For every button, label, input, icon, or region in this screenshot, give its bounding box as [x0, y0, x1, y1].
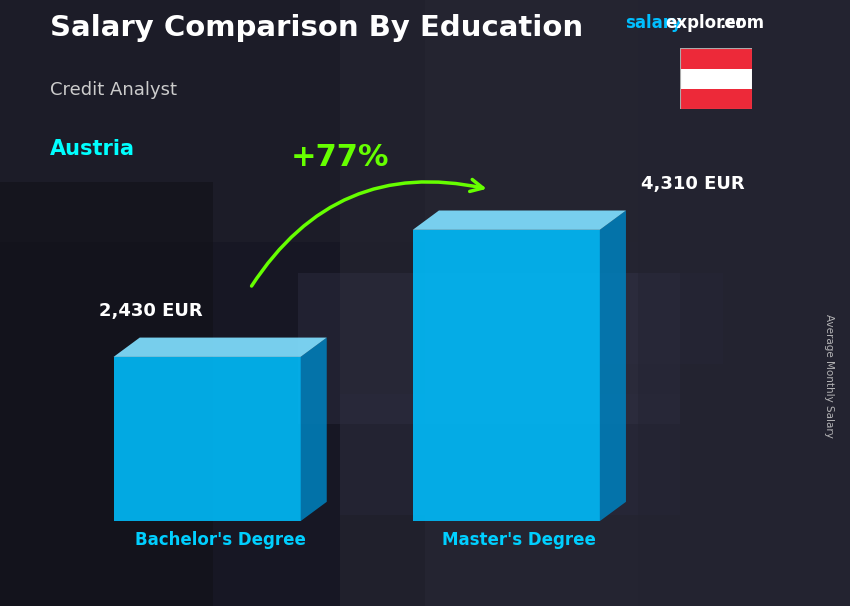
Bar: [0, 0, 425, 606]
Bar: [680, 68, 752, 89]
Text: Master's Degree: Master's Degree: [442, 531, 597, 549]
Text: Average Monthly Salary: Average Monthly Salary: [824, 314, 834, 438]
Text: Austria: Austria: [49, 139, 134, 159]
Text: Salary Comparison By Education: Salary Comparison By Education: [49, 13, 583, 42]
Bar: [0, 0, 850, 242]
Polygon shape: [600, 210, 626, 521]
Bar: [680, 89, 752, 109]
Bar: [680, 48, 752, 68]
Bar: [425, 273, 722, 364]
Bar: [340, 0, 850, 606]
Text: salary: salary: [625, 13, 682, 32]
Text: explorer: explorer: [666, 13, 745, 32]
Polygon shape: [301, 338, 326, 521]
Text: .com: .com: [719, 13, 764, 32]
Text: 2,430 EUR: 2,430 EUR: [99, 302, 202, 320]
Text: Bachelor's Degree: Bachelor's Degree: [134, 531, 306, 549]
Text: 4,310 EUR: 4,310 EUR: [641, 175, 745, 193]
Bar: [0, 182, 212, 606]
Polygon shape: [413, 210, 626, 230]
Bar: [298, 273, 680, 424]
Text: +77%: +77%: [291, 143, 389, 172]
Bar: [340, 394, 680, 515]
Polygon shape: [114, 338, 326, 357]
Bar: [638, 0, 850, 606]
Polygon shape: [413, 230, 600, 521]
Polygon shape: [114, 357, 301, 521]
Text: Credit Analyst: Credit Analyst: [49, 81, 177, 99]
